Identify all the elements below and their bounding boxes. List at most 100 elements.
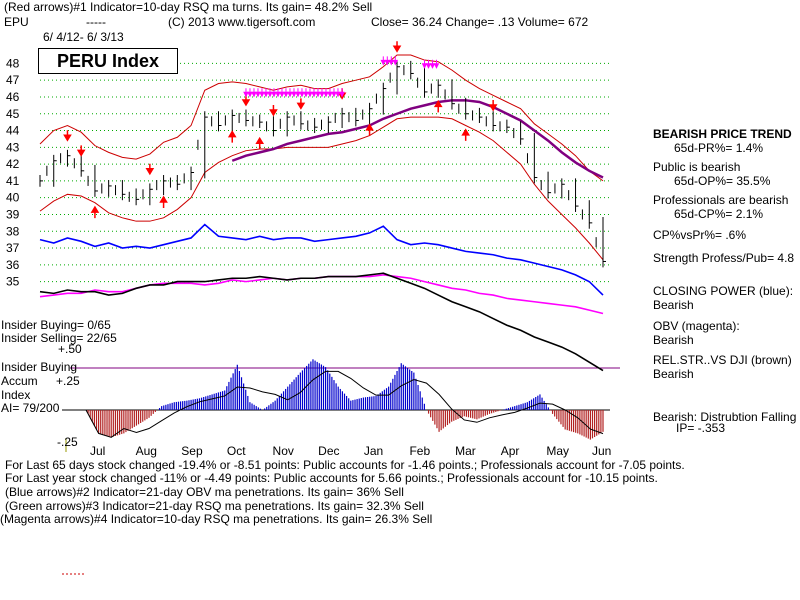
y-tick-47: 47 bbox=[6, 73, 20, 87]
public-bearish: Public is bearish bbox=[653, 160, 741, 174]
magenta-arrow bbox=[331, 88, 337, 98]
magenta-arrow bbox=[255, 88, 261, 98]
magenta-arrow bbox=[279, 88, 285, 98]
accum-minus-25: -.25 bbox=[57, 435, 78, 449]
x-tick-Apr: Apr bbox=[501, 444, 520, 458]
magenta-arrow bbox=[275, 88, 281, 98]
series-closing-power bbox=[39, 223, 604, 296]
magenta-arrow bbox=[335, 88, 341, 98]
x-tick-Sep: Sep bbox=[181, 444, 203, 458]
red-sell-arrow bbox=[488, 100, 498, 112]
magenta-arrow bbox=[315, 88, 321, 98]
relstr-state: Bearish bbox=[653, 367, 694, 381]
accum-plus-25: +.25 bbox=[56, 374, 80, 388]
magenta-arrow bbox=[287, 88, 293, 98]
magenta-arrow bbox=[263, 88, 269, 98]
magenta-arrow bbox=[319, 88, 325, 98]
date-range: 6/ 4/12- 6/ 3/13 bbox=[43, 30, 124, 44]
red-sell-arrow bbox=[76, 145, 86, 157]
closing-power-label: CLOSING POWER (blue): bbox=[653, 284, 794, 298]
red-buy-arrow bbox=[365, 123, 374, 136]
magenta-arrow bbox=[271, 88, 277, 98]
index-label: Index bbox=[1, 388, 31, 402]
dash-label: ----- bbox=[86, 15, 106, 29]
magenta-arrow bbox=[291, 88, 297, 98]
magenta-arrow bbox=[380, 56, 387, 66]
cp-vs-pr: CP%vsPr%= .6% bbox=[653, 228, 747, 242]
x-tick-Aug: Aug bbox=[136, 444, 157, 458]
magenta-arrow bbox=[259, 88, 265, 98]
accum-ma-line bbox=[85, 370, 604, 438]
y-tick-48: 48 bbox=[6, 56, 20, 70]
accum-label: Accum bbox=[1, 374, 38, 388]
magenta-arrow bbox=[339, 88, 345, 98]
series-obv bbox=[39, 274, 604, 315]
red-sell-arrow bbox=[145, 163, 155, 176]
ai-value: AI= 79/200 bbox=[1, 401, 60, 415]
close-change-volume: Close= 36.24 Change= .13 Volume= 672 bbox=[371, 15, 589, 29]
footer-blue-arrows: (Blue arrows)#2 Indicator=21-day OBV ma … bbox=[5, 485, 404, 499]
ip-value: IP= -.353 bbox=[676, 421, 726, 435]
red-sell-arrow bbox=[296, 98, 306, 110]
x-tick-Jul: Jul bbox=[90, 444, 105, 458]
y-tick-42: 42 bbox=[6, 157, 20, 171]
red-buy-arrow bbox=[255, 136, 265, 150]
y-tick-46: 46 bbox=[6, 90, 20, 104]
magenta-arrow bbox=[251, 88, 257, 98]
x-tick-Jan: Jan bbox=[364, 444, 383, 458]
magenta-arrow bbox=[243, 88, 249, 98]
y-tick-40: 40 bbox=[6, 191, 20, 205]
magenta-arrow bbox=[384, 56, 391, 66]
strength-profess-pub: Strength Profess/Pub= 4.8 bbox=[653, 251, 795, 265]
cp-value: 65d-CP%= 2.1% bbox=[674, 207, 764, 221]
distribution-label: Bearish: Distrubtion Falling bbox=[653, 410, 797, 424]
magenta-arrow bbox=[311, 88, 317, 98]
x-tick-Mar: Mar bbox=[455, 444, 476, 458]
magenta-arrow bbox=[295, 88, 301, 98]
x-tick-Feb: Feb bbox=[409, 444, 430, 458]
series-relative-strength-vs-dji bbox=[39, 272, 604, 372]
magenta-arrow bbox=[303, 88, 309, 98]
red-sell-arrow bbox=[269, 105, 278, 117]
y-tick-44: 44 bbox=[6, 124, 20, 138]
insider-buying: Insider Buying= 0/65 bbox=[1, 318, 111, 332]
y-tick-41: 41 bbox=[6, 174, 20, 188]
magenta-arrow bbox=[267, 88, 273, 98]
red-buy-arrow bbox=[461, 128, 471, 141]
red-buy-arrow bbox=[433, 99, 443, 113]
magenta-arrow bbox=[283, 88, 289, 98]
series-50-day-ma bbox=[231, 99, 604, 179]
magenta-arrow bbox=[327, 88, 333, 98]
magenta-arrow bbox=[429, 59, 436, 69]
relstr-label: REL.STR..VS DJI (brown) bbox=[653, 353, 792, 367]
magenta-arrow bbox=[388, 56, 395, 66]
red-buy-arrow bbox=[227, 130, 237, 143]
y-tick-43: 43 bbox=[6, 140, 20, 154]
y-tick-38: 38 bbox=[6, 224, 20, 238]
x-tick-May: May bbox=[546, 444, 569, 458]
red-sell-arrow bbox=[392, 41, 402, 53]
op-value: 65d-OP%= 35.5% bbox=[674, 174, 771, 188]
y-tick-39: 39 bbox=[6, 207, 20, 221]
pr-value: 65d-PR%= 1.4% bbox=[674, 141, 764, 155]
insider-buying-label: Insider Buying bbox=[1, 360, 78, 374]
magenta-arrow bbox=[323, 88, 329, 98]
footer-green-arrows: (Green arrows)#3 Indicator=21-day RSQ ma… bbox=[5, 499, 424, 513]
obv-state: Bearish bbox=[653, 333, 694, 347]
magenta-arrow bbox=[421, 59, 428, 69]
footer-last-year: For Last year stock changed -11% or -4.4… bbox=[5, 471, 658, 485]
insider-selling: Insider Selling= 22/65 bbox=[1, 331, 117, 345]
obv-label: OBV (magenta): bbox=[653, 319, 740, 333]
accum-plus-50: +.50 bbox=[58, 342, 82, 356]
chart-title: PERU Index bbox=[38, 48, 178, 74]
x-tick-Oct: Oct bbox=[227, 444, 246, 458]
magenta-arrow bbox=[392, 56, 399, 66]
red-buy-arrow bbox=[159, 195, 168, 209]
footer-magenta-arrows: (Magenta arrows)#4 Indicator=10-day RSQ … bbox=[0, 512, 433, 526]
series-lower-band bbox=[39, 116, 604, 261]
y-tick-35: 35 bbox=[6, 275, 20, 289]
y-tick-45: 45 bbox=[6, 107, 20, 121]
y-tick-37: 37 bbox=[6, 241, 20, 255]
red-sell-arrow bbox=[63, 130, 72, 142]
magenta-arrow bbox=[425, 59, 432, 69]
